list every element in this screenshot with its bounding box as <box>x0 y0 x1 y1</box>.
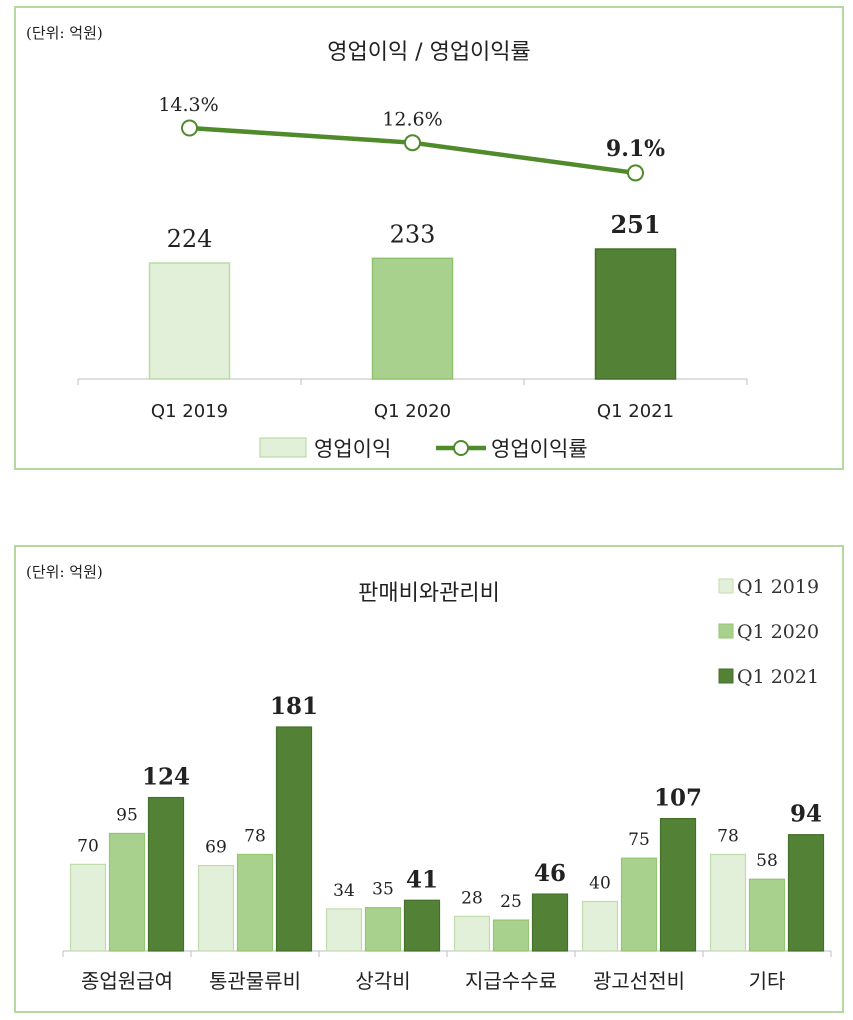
bar-value-label: 25 <box>500 892 522 912</box>
category-label: 상각비 <box>355 969 410 993</box>
operating-profit-plot: 224 Q1 2019 233 Q1 2020 251 Q1 2021 14.3% 12.6%… <box>77 94 748 461</box>
bar-value-label: 251 <box>610 210 660 239</box>
line-point <box>404 134 421 152</box>
legend-label: 영업이익 <box>314 437 391 461</box>
bar <box>275 726 313 952</box>
category-label: 기타 <box>749 969 786 993</box>
bar <box>531 893 569 952</box>
bar-value-label: 40 <box>589 873 611 893</box>
bar <box>594 248 677 380</box>
bar-value-label: 233 <box>390 220 436 248</box>
line-value-label: 9.1% <box>606 136 665 162</box>
bar <box>197 865 235 952</box>
bar <box>148 262 231 380</box>
bar <box>492 919 530 952</box>
sga-expense-chart: (단위: 억원) 판매비와관리비 70 95 124 종업원급여 69 78 181 통관물류… <box>14 545 844 1013</box>
bar-value-label: 75 <box>628 830 650 850</box>
bar <box>371 257 454 380</box>
bar <box>403 899 441 952</box>
bar-value-label: 94 <box>790 801 822 828</box>
category-label: 지급수수료 <box>465 969 557 993</box>
bar-value-label: 78 <box>244 826 266 846</box>
bar <box>236 853 274 952</box>
category-label: 광고선전비 <box>593 969 685 993</box>
bar-value-label: 107 <box>654 785 702 812</box>
bar <box>147 796 185 952</box>
line-point <box>627 164 644 182</box>
category-label: Q1 2019 <box>151 401 228 422</box>
bar <box>108 832 146 952</box>
bar <box>659 817 697 952</box>
legend-label: Q1 2019 <box>737 576 819 598</box>
legend-swatch-bar <box>259 437 307 458</box>
bar-value-label: 35 <box>372 880 394 900</box>
line-value-label: 12.6% <box>382 109 442 131</box>
bar <box>581 900 619 952</box>
bar-value-label: 181 <box>270 693 318 720</box>
unit-label: (단위: 억원) <box>26 24 103 42</box>
legend-swatch-marker <box>453 440 469 456</box>
bar-value-label: 124 <box>142 764 190 791</box>
bar-value-label: 78 <box>717 826 739 846</box>
line-point <box>181 119 198 137</box>
bar-value-label: 58 <box>756 851 778 871</box>
legend-swatch <box>718 668 734 684</box>
bar-value-label: 41 <box>406 866 438 893</box>
bar <box>748 878 786 952</box>
category-label: 종업원급여 <box>81 969 173 993</box>
category-label: Q1 2020 <box>374 401 451 422</box>
chart-title: 영업이익 / 영업이익률 <box>327 40 531 65</box>
category-label: 통관물류비 <box>209 969 301 993</box>
bar <box>364 907 402 952</box>
legend-label: Q1 2021 <box>737 666 819 688</box>
bar-value-label: 46 <box>534 860 566 887</box>
legend-label: Q1 2020 <box>737 621 819 643</box>
bar <box>453 915 491 952</box>
legend-swatch <box>718 578 734 594</box>
bar-value-label: 69 <box>205 838 227 858</box>
bar-value-label: 95 <box>116 805 138 825</box>
operating-profit-chart: (단위: 억원) 영업이익 / 영업이익률 224 Q1 2019 233 Q1 20… <box>14 6 844 470</box>
legend-swatch <box>718 623 734 639</box>
bar-value-label: 28 <box>461 888 483 908</box>
line-value-label: 14.3% <box>158 94 218 116</box>
bar-value-label: 34 <box>333 881 355 901</box>
bar <box>325 908 363 952</box>
bar <box>620 857 658 952</box>
bar <box>709 853 747 952</box>
legend-label: 영업이익률 <box>491 437 588 461</box>
chart-title: 판매비와관리비 <box>358 581 500 606</box>
bar <box>787 834 825 952</box>
bar-value-label: 70 <box>77 836 99 856</box>
bar-value-label: 224 <box>167 225 213 253</box>
unit-label: (단위: 억원) <box>26 563 103 581</box>
category-label: Q1 2021 <box>597 401 674 422</box>
bar <box>69 863 107 952</box>
